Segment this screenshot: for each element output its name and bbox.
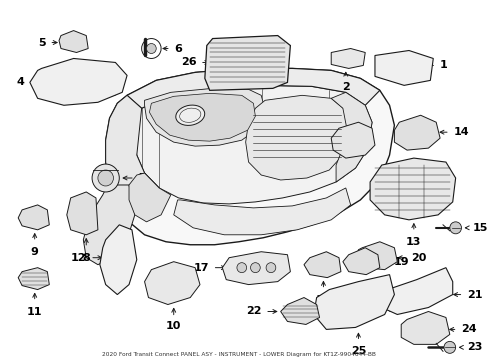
Text: 6: 6 — [175, 44, 183, 54]
Text: 4: 4 — [16, 77, 24, 87]
Polygon shape — [331, 122, 375, 158]
Circle shape — [450, 222, 462, 234]
Polygon shape — [100, 225, 137, 294]
Text: 2: 2 — [342, 82, 350, 93]
Circle shape — [147, 44, 156, 54]
Polygon shape — [331, 49, 365, 68]
Circle shape — [237, 263, 246, 273]
Text: 23: 23 — [467, 342, 483, 352]
Polygon shape — [375, 50, 433, 85]
Polygon shape — [67, 192, 98, 235]
Text: 5: 5 — [38, 37, 46, 48]
Ellipse shape — [176, 105, 205, 125]
Polygon shape — [133, 85, 372, 204]
Text: 17: 17 — [193, 263, 209, 273]
Polygon shape — [149, 93, 255, 141]
Polygon shape — [343, 248, 380, 275]
Polygon shape — [331, 92, 372, 182]
Polygon shape — [394, 115, 440, 150]
Text: 3: 3 — [217, 110, 224, 120]
Circle shape — [444, 341, 456, 353]
Polygon shape — [59, 31, 88, 53]
Circle shape — [92, 164, 119, 192]
Text: 21: 21 — [467, 289, 483, 300]
Polygon shape — [245, 95, 349, 180]
Text: 16: 16 — [302, 135, 318, 145]
Circle shape — [98, 170, 114, 186]
Text: 14: 14 — [454, 127, 469, 137]
Polygon shape — [314, 275, 394, 329]
Polygon shape — [370, 158, 456, 220]
Text: 1: 1 — [440, 60, 448, 71]
Text: 12: 12 — [71, 253, 86, 263]
Text: 2020 Ford Transit Connect PANEL ASY - INSTRUMENT - LOWER Diagram for KT1Z-990464: 2020 Ford Transit Connect PANEL ASY - IN… — [102, 352, 376, 357]
Text: 18: 18 — [316, 294, 331, 305]
Polygon shape — [106, 95, 159, 222]
Text: 9: 9 — [31, 247, 39, 257]
Polygon shape — [145, 262, 200, 305]
Polygon shape — [30, 58, 127, 105]
Polygon shape — [281, 298, 319, 324]
Circle shape — [266, 263, 276, 273]
Polygon shape — [83, 185, 135, 265]
Polygon shape — [304, 252, 341, 278]
Polygon shape — [401, 311, 450, 345]
Polygon shape — [18, 205, 49, 230]
Polygon shape — [18, 268, 49, 289]
Circle shape — [250, 263, 260, 273]
Polygon shape — [222, 252, 291, 285]
Text: 19: 19 — [393, 257, 409, 267]
Polygon shape — [127, 68, 380, 108]
Text: 26: 26 — [181, 58, 197, 67]
Text: 8: 8 — [82, 253, 90, 263]
Text: 10: 10 — [166, 321, 181, 332]
Polygon shape — [106, 68, 394, 245]
Text: 24: 24 — [462, 324, 477, 334]
Polygon shape — [380, 268, 453, 315]
Polygon shape — [145, 88, 265, 146]
Text: 11: 11 — [27, 306, 43, 316]
Text: 13: 13 — [406, 237, 421, 247]
Text: 7: 7 — [139, 173, 147, 183]
Text: 22: 22 — [245, 306, 261, 316]
Polygon shape — [356, 242, 397, 270]
Polygon shape — [174, 188, 351, 235]
Text: 25: 25 — [351, 346, 366, 356]
Polygon shape — [205, 36, 291, 90]
Text: 20: 20 — [411, 253, 426, 263]
Text: 15: 15 — [473, 223, 489, 233]
Polygon shape — [129, 173, 171, 222]
